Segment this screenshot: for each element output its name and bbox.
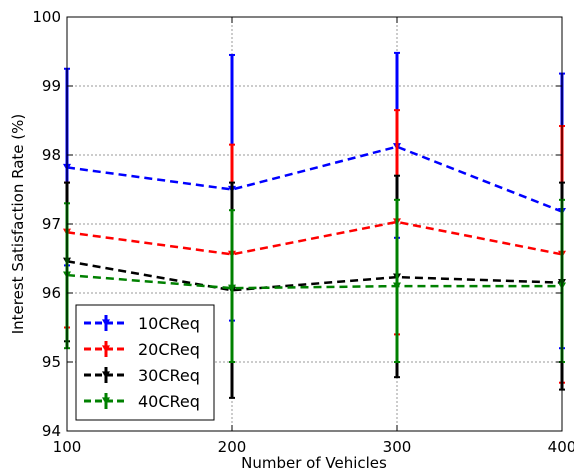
legend: 10CReq 20CReq 30CReq 40CReq [75, 304, 215, 421]
y-tick-label: 94 [42, 422, 61, 440]
legend-marker-30creq [102, 371, 110, 379]
y-tick-label: 96 [42, 284, 61, 302]
legend-marker-20creq [102, 345, 110, 353]
x-axis-label: Number of Vehicles [241, 454, 387, 472]
x-tick-label: 300 [383, 438, 412, 456]
series-line-10creq [66, 145, 563, 213]
y-axis-label: Interest Satisfaction Rate (%) [9, 114, 27, 335]
y-tick-label: 97 [42, 215, 61, 233]
legend-label-40creq: 40CReq [138, 392, 200, 411]
y-tick-label: 95 [42, 353, 61, 371]
x-tick-label: 200 [218, 438, 247, 456]
legend-label-10creq: 10CReq [138, 314, 200, 333]
y-tick-label: 100 [32, 8, 61, 26]
legend-marker-10creq [102, 319, 110, 327]
axis-ticks: 100 200 300 400 94 95 96 97 98 99 100 [32, 8, 574, 456]
series-line-20creq [66, 220, 563, 256]
data-point-40creq [393, 282, 401, 290]
y-tick-label: 99 [42, 77, 61, 95]
x-tick-label: 400 [548, 438, 574, 456]
y-tick-label: 98 [42, 146, 61, 164]
x-tick-label: 100 [53, 438, 82, 456]
legend-marker-40creq [102, 397, 110, 405]
series-line-40creq [66, 273, 562, 290]
legend-label-30creq: 30CReq [138, 366, 200, 385]
series-line-30creq [66, 260, 563, 292]
data-point-40creq [228, 284, 236, 292]
legend-label-20creq: 20CReq [138, 340, 200, 359]
